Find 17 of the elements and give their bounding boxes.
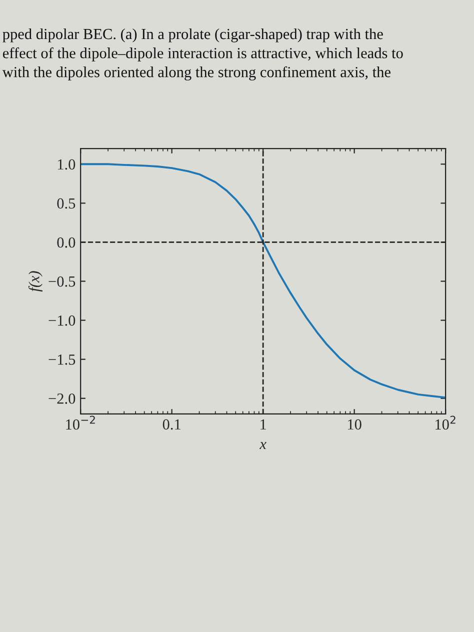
y-axis-title: f(x) bbox=[28, 271, 42, 292]
y-tick-label: −2.0 bbox=[48, 393, 76, 404]
y-tick-label: −1.5 bbox=[48, 354, 76, 365]
x-tick-label: 10 bbox=[348, 419, 362, 430]
x-tick-label: 10$^{2}$ bbox=[436, 416, 456, 430]
x-tick-label: 0.1 bbox=[162, 419, 180, 430]
y-tick-label: 0.5 bbox=[57, 198, 76, 209]
x-tick-label: 1 bbox=[260, 419, 266, 430]
text: effect of the dipole–dipole interaction is attractive, which leads to bbox=[2, 47, 403, 62]
text: pped dipolar BEC. (a) In a prolate (cigar-shaped) trap with the bbox=[2, 28, 383, 42]
y-tick-label: 0.0 bbox=[57, 237, 76, 248]
text: with the dipoles oriented along the strong confinement axis, the bbox=[2, 66, 390, 80]
y-tick-label: 1.0 bbox=[58, 159, 76, 170]
x-axis-title: x bbox=[259, 442, 266, 450]
x-tick-label: 10$^{−2}$ bbox=[66, 416, 95, 430]
y-tick-label: −0.5 bbox=[48, 276, 76, 287]
y-tick-label: −1.0 bbox=[48, 315, 76, 326]
